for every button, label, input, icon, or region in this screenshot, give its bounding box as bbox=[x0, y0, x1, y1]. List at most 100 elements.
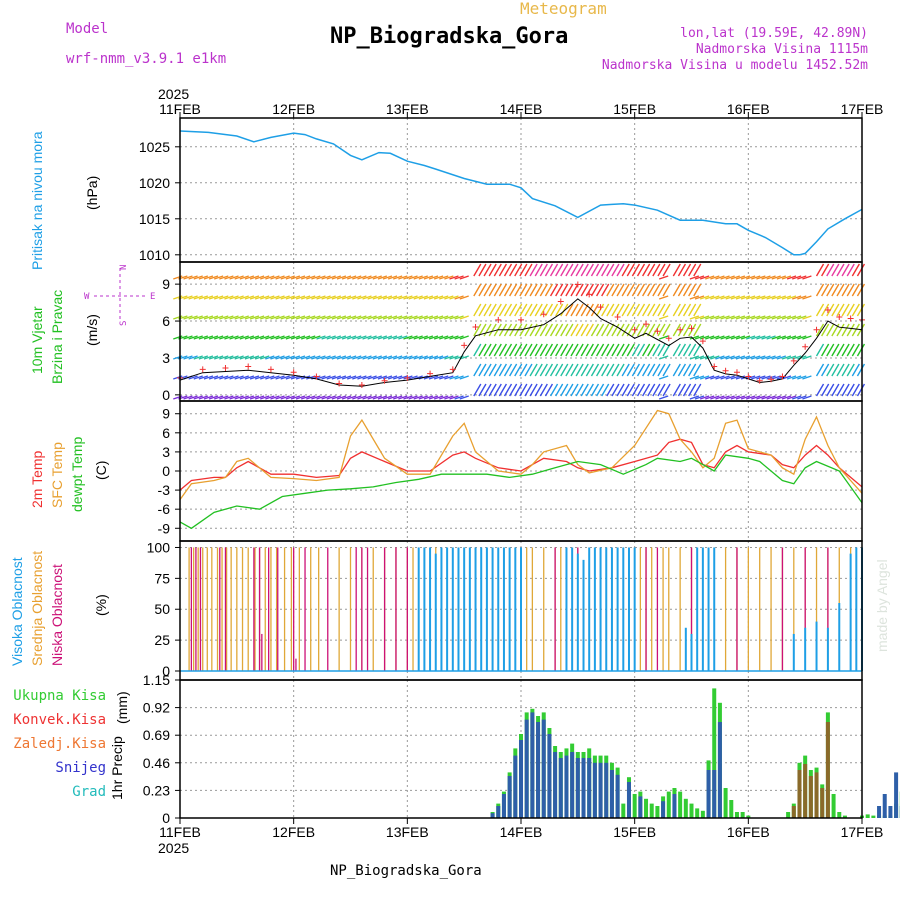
precip-bar-total bbox=[683, 798, 688, 818]
wind-arrow bbox=[555, 323, 564, 337]
wind-arrow bbox=[672, 303, 681, 317]
wind-arrow bbox=[295, 295, 306, 300]
wind-arrow bbox=[705, 375, 715, 380]
wind-arrow bbox=[213, 375, 224, 380]
wind-arrow bbox=[797, 335, 807, 340]
wind-arrow bbox=[642, 363, 651, 377]
wind-gust-marker bbox=[722, 367, 729, 374]
wind-arrow bbox=[529, 363, 538, 377]
y-tick-label: 25 bbox=[154, 632, 170, 648]
wind-gust-marker bbox=[733, 369, 740, 376]
wind-arrow bbox=[626, 343, 635, 357]
wind-arrow bbox=[473, 363, 482, 377]
wind-arrow bbox=[647, 263, 656, 277]
precip-bar-snow bbox=[501, 794, 506, 818]
wind-arrow bbox=[398, 275, 408, 280]
wind-gust-marker bbox=[557, 298, 564, 305]
wind-arrow bbox=[802, 315, 812, 320]
wind-arrow bbox=[183, 395, 193, 400]
wind-arrow bbox=[418, 335, 429, 340]
wind-arrow bbox=[418, 295, 429, 300]
legend-item: Grad bbox=[72, 784, 106, 800]
wind-arrow bbox=[565, 323, 574, 337]
wind-arrow bbox=[377, 395, 388, 400]
wind-arrow bbox=[423, 355, 434, 360]
wind-arrow bbox=[203, 395, 214, 400]
wind-arrow bbox=[826, 383, 835, 397]
wind-arrow bbox=[560, 283, 569, 297]
wind-arrow bbox=[570, 263, 579, 277]
wind-arrow bbox=[601, 383, 610, 397]
wind-arrow bbox=[439, 335, 449, 340]
x-tick-label-top: 16FEB bbox=[727, 101, 770, 117]
wind-arrow bbox=[672, 363, 681, 377]
wind-arrow bbox=[658, 295, 669, 300]
wind-arrow bbox=[688, 363, 697, 377]
wind-arrow bbox=[647, 343, 656, 357]
wind-arrow bbox=[621, 343, 630, 357]
wind-arrow bbox=[831, 263, 840, 277]
wind-arrow bbox=[439, 375, 449, 380]
y-tick-label: 50 bbox=[154, 601, 170, 617]
wind-arrow bbox=[265, 315, 275, 320]
y-tick-label: 1010 bbox=[139, 247, 170, 263]
wind-arrow bbox=[311, 275, 321, 280]
wind-arrow bbox=[836, 363, 845, 377]
precip-bar-total bbox=[695, 808, 700, 818]
wind-arrow bbox=[473, 303, 482, 317]
wind-arrow bbox=[658, 355, 669, 360]
x-tick-label-top: 11FEB bbox=[159, 101, 201, 117]
wind-arrow bbox=[590, 363, 600, 377]
precip-bar-snow bbox=[553, 752, 558, 818]
wind-arrow bbox=[672, 323, 681, 337]
wind-gust-marker bbox=[643, 321, 650, 328]
wind-arrow bbox=[346, 355, 357, 360]
wind-arrow bbox=[316, 375, 326, 380]
wind-arrow bbox=[377, 295, 388, 300]
wind-arrow bbox=[544, 283, 554, 297]
wind-arrow bbox=[730, 375, 741, 380]
wind-arrow bbox=[208, 295, 219, 300]
wind-arrow bbox=[725, 355, 735, 360]
wind-arrow bbox=[275, 395, 285, 400]
wind-arrow bbox=[539, 283, 548, 297]
wind-arrow bbox=[239, 275, 249, 280]
wind-arrow bbox=[710, 335, 720, 340]
wind-arrow bbox=[688, 323, 697, 337]
wind-arrow bbox=[352, 275, 362, 280]
wind-arrow bbox=[321, 355, 331, 360]
wind-arrow bbox=[300, 335, 311, 340]
wind-arrow bbox=[565, 363, 574, 377]
compass-n: N bbox=[119, 265, 129, 270]
wind-arrow bbox=[797, 275, 807, 280]
wind-arrow bbox=[580, 323, 589, 337]
wind-arrow bbox=[203, 355, 214, 360]
wind-arrow bbox=[761, 395, 771, 400]
wind-arrow bbox=[224, 295, 234, 300]
x-tick-label-top: 15FEB bbox=[613, 101, 656, 117]
cloud-unit: (%) bbox=[93, 594, 109, 616]
wind-arrow bbox=[626, 363, 635, 377]
wind-arrow bbox=[372, 315, 382, 320]
wind-arrow bbox=[555, 283, 564, 297]
wind-arrow bbox=[761, 275, 771, 280]
wind-arrow bbox=[372, 335, 382, 340]
wind-arrow bbox=[585, 363, 594, 377]
wind-arrow bbox=[198, 375, 209, 380]
wind-arrow bbox=[398, 335, 408, 340]
wind-arrow bbox=[575, 363, 584, 377]
wind-arrow bbox=[606, 363, 615, 377]
wind-arrow bbox=[509, 263, 518, 277]
wind-arrow bbox=[740, 275, 751, 280]
altitude-text: Nadmorska Visina 1115m bbox=[696, 42, 868, 57]
wind-arrow bbox=[423, 275, 434, 280]
wind-arrow bbox=[636, 303, 646, 317]
precip-bar-snow bbox=[541, 719, 546, 818]
x-tick-label-top: 13FEB bbox=[386, 101, 429, 117]
wind-arrow bbox=[219, 295, 229, 300]
wind-arrow bbox=[173, 315, 183, 320]
wind-arrow bbox=[193, 295, 203, 300]
precip-bar-snow bbox=[575, 758, 580, 818]
wind-arrow bbox=[509, 283, 518, 297]
wind-gust-marker bbox=[802, 343, 809, 350]
